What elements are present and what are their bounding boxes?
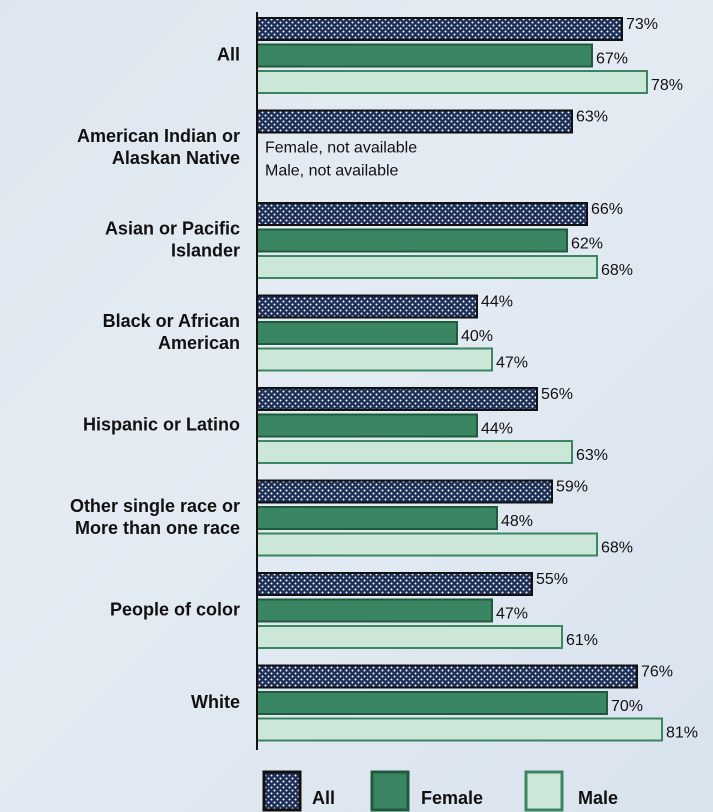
not-available-annotation: Male, not available	[265, 163, 399, 180]
category-label-line: White	[191, 692, 240, 712]
legend-swatch-female	[370, 770, 410, 812]
value-label-all-hispanic-or-latino: 56%	[541, 386, 573, 403]
bar-all-asian-or-pacific-islander	[256, 202, 588, 226]
labels-layer: 73% 67% 78% All 63% American Indian or Alaskan…	[70, 16, 698, 742]
category-label-white: White	[191, 692, 240, 712]
category-label-black-or-african-american: Black or African American	[103, 311, 240, 353]
bar-all-white	[256, 664, 638, 689]
bar-male-people-of-color	[256, 625, 563, 649]
category-label-line: All	[217, 44, 240, 64]
bar-male-hispanic-or-latino	[256, 440, 573, 464]
value-label-all-asian-or-pacific-islander: 66%	[591, 201, 623, 218]
category-label-people-of-color: People of color	[110, 599, 240, 619]
bar-female-people-of-color	[256, 598, 493, 623]
legend-label-male: Male	[578, 788, 618, 808]
category-label-asian-or-pacific-islander: Asian or Pacific Islander	[105, 218, 240, 260]
value-label-female-hispanic-or-latino: 44%	[481, 421, 513, 438]
bar-all-other-single-race-or-more-than-one-race	[256, 479, 553, 504]
value-label-male-white: 81%	[666, 725, 698, 742]
category-label-hispanic-or-latino: Hispanic or Latino	[83, 414, 240, 434]
category-label-line: More than one race	[75, 518, 240, 538]
bar-all-black-or-african-american	[256, 294, 478, 319]
category-label-line: American Indian or	[77, 126, 240, 146]
value-label-male-black-or-african-american: 47%	[496, 355, 528, 372]
bar-all-hispanic-or-latino	[256, 387, 538, 411]
category-label-line: American	[158, 333, 240, 353]
value-label-all-white: 76%	[641, 664, 673, 681]
value-label-all-american-indian-or-alaskan-native: 63%	[576, 109, 608, 126]
category-label-line: Islander	[171, 240, 240, 260]
bars-layer	[256, 17, 663, 742]
value-label-male-all: 78%	[651, 77, 683, 94]
legend-swatch-all	[262, 770, 302, 812]
bar-male-white	[256, 717, 663, 742]
category-label-line: Other single race or	[70, 496, 240, 516]
value-label-all-other-single-race-or-more-than-one-race: 59%	[556, 479, 588, 496]
value-label-all-black-or-african-american: 44%	[481, 294, 513, 311]
bar-male-other-single-race-or-more-than-one-race	[256, 532, 598, 557]
value-label-male-other-single-race-or-more-than-one-race: 68%	[601, 540, 633, 557]
category-label-line: Alaskan Native	[112, 148, 240, 168]
value-label-female-other-single-race-or-more-than-one-race: 48%	[501, 513, 533, 530]
category-label-line: Hispanic or Latino	[83, 414, 240, 434]
legend-label-all: All	[312, 788, 335, 808]
category-label-american-indian-or-alaskan-native: American Indian or Alaskan Native	[77, 126, 240, 168]
bar-female-black-or-african-american	[256, 321, 458, 345]
legend: All Female Male	[262, 770, 618, 812]
value-label-male-people-of-color: 61%	[566, 632, 598, 649]
bar-male-all	[256, 70, 648, 94]
category-label-line: People of color	[110, 599, 240, 619]
bar-male-asian-or-pacific-islander	[256, 255, 598, 279]
category-label-other-single-race-or-more-than-one-race: Other single race or More than one race	[70, 496, 240, 538]
bar-all-people-of-color	[256, 572, 533, 596]
value-label-female-white: 70%	[611, 698, 643, 715]
bar-all-american-indian-or-alaskan-native	[256, 109, 573, 134]
bar-female-asian-or-pacific-islander	[256, 228, 568, 253]
legend-swatch-male	[524, 770, 564, 812]
value-label-female-black-or-african-american: 40%	[461, 328, 493, 345]
category-label-line: Black or African	[103, 311, 240, 331]
value-label-all-all: 73%	[626, 16, 658, 33]
value-label-female-asian-or-pacific-islander: 62%	[571, 236, 603, 253]
legend-label-female: Female	[421, 788, 483, 808]
bar-female-white	[256, 691, 608, 715]
value-label-female-people-of-color: 47%	[496, 606, 528, 623]
bar-male-black-or-african-american	[256, 347, 493, 372]
bar-all-all	[256, 17, 623, 41]
category-label-all: All	[217, 44, 240, 64]
value-label-female-all: 67%	[596, 51, 628, 68]
not-available-annotation: Female, not available	[265, 140, 417, 157]
bar-female-all	[256, 43, 593, 68]
bar-female-hispanic-or-latino	[256, 413, 478, 438]
value-label-male-hispanic-or-latino: 63%	[576, 447, 608, 464]
category-label-line: Asian or Pacific	[105, 218, 240, 238]
value-label-all-people-of-color: 55%	[536, 571, 568, 588]
value-label-male-asian-or-pacific-islander: 68%	[601, 262, 633, 279]
bar-female-other-single-race-or-more-than-one-race	[256, 506, 498, 530]
